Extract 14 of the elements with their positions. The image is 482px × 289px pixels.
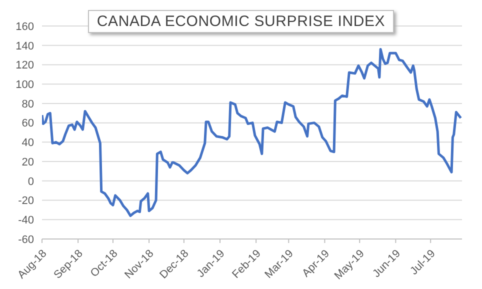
y-tick-label: 160: [16, 20, 34, 33]
y-tick-label: 100: [16, 78, 34, 91]
y-tick-label: 40: [22, 137, 34, 150]
chart-title: CANADA ECONOMIC SURPRISE INDEX: [88, 10, 394, 33]
y-tick-label: -60: [18, 234, 34, 246]
y-tick-label: 140: [16, 40, 34, 52]
y-tick-label: -20: [18, 195, 34, 208]
y-tick-label: 80: [22, 98, 34, 110]
line-series: [42, 48, 462, 218]
y-tick-label: 0: [28, 176, 34, 188]
y-tick-label: 20: [22, 156, 34, 168]
y-tick-label: -40: [18, 214, 34, 227]
y-tick-label: 60: [22, 118, 34, 130]
y-tick-label: 120: [16, 60, 34, 72]
